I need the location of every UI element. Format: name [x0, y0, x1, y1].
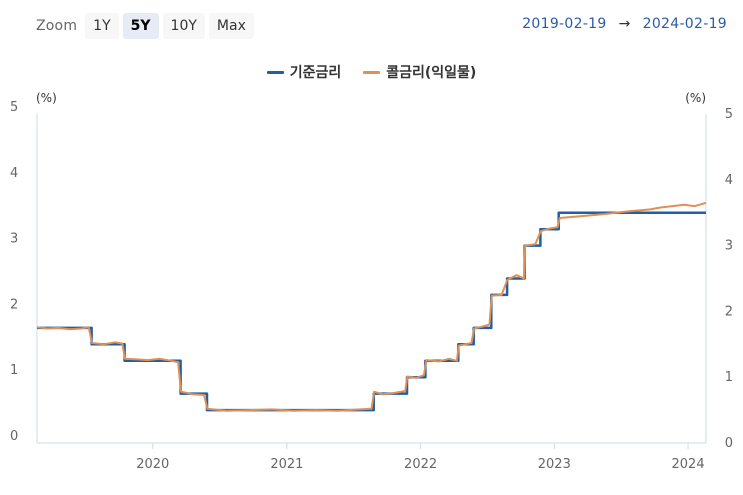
- legend-swatch-base-rate: [266, 70, 284, 74]
- legend-label-call-rate: 콜금리(익일물): [386, 65, 477, 81]
- series-line-base-rate: [37, 211, 706, 412]
- y-tick-label-left: 3: [10, 232, 18, 247]
- chart-legend: 기준금리 콜금리(익일물): [0, 62, 743, 82]
- range-to[interactable]: 2024-02-19: [642, 16, 727, 32]
- y-tick-label-right: 3: [725, 239, 733, 254]
- series-line-call-rate: [36, 201, 707, 412]
- x-tick-label: 2020: [136, 457, 169, 472]
- zoom-5y-button[interactable]: 5Y: [122, 13, 159, 39]
- y-tick-label-left: 4: [10, 166, 18, 181]
- y-tick-label-left: 0: [10, 429, 18, 444]
- y-tick-label-right: 5: [725, 107, 733, 122]
- x-tick-label: 2023: [538, 457, 571, 472]
- x-tick-label: 2022: [404, 457, 437, 472]
- legend-label-base-rate: 기준금리: [289, 65, 342, 81]
- y-unit-label-left: (%): [36, 91, 57, 105]
- y-tick-label-right: 4: [725, 173, 733, 188]
- y-tick-label-right: 2: [725, 304, 733, 319]
- chart-lines: [36, 201, 707, 412]
- legend-item-base-rate[interactable]: 기준금리: [266, 62, 342, 82]
- date-range: 2019-02-19 → 2024-02-19: [522, 16, 727, 32]
- zoom-1y-button[interactable]: 1Y: [85, 13, 119, 39]
- chart-axes: 0 0 1 1 2 2 3 3 4 4 5 5 (%) (%) 2020 2021 2022 2023 2024: [10, 91, 733, 472]
- y-tick-label-right: 1: [725, 370, 733, 385]
- y-tick-label-left: 5: [10, 100, 18, 115]
- range-from[interactable]: 2019-02-19: [522, 16, 607, 32]
- legend-item-call-rate[interactable]: 콜금리(익일물): [363, 62, 476, 82]
- range-arrow: →: [618, 16, 631, 32]
- x-tick-label: 2024: [672, 457, 705, 472]
- zoom-10y-button[interactable]: 10Y: [162, 13, 205, 39]
- y-tick-label-right: 0: [725, 436, 733, 451]
- zoom-max-button[interactable]: Max: [208, 13, 254, 39]
- y-tick-label-left: 2: [10, 297, 18, 312]
- x-tick-label: 2021: [270, 457, 303, 472]
- y-tick-label-left: 1: [10, 363, 18, 378]
- zoom-bar: Zoom 1Y 5Y 10Y Max: [36, 13, 254, 39]
- y-unit-label-right: (%): [685, 91, 706, 105]
- legend-swatch-call-rate: [363, 70, 381, 74]
- zoom-label: Zoom: [36, 18, 78, 34]
